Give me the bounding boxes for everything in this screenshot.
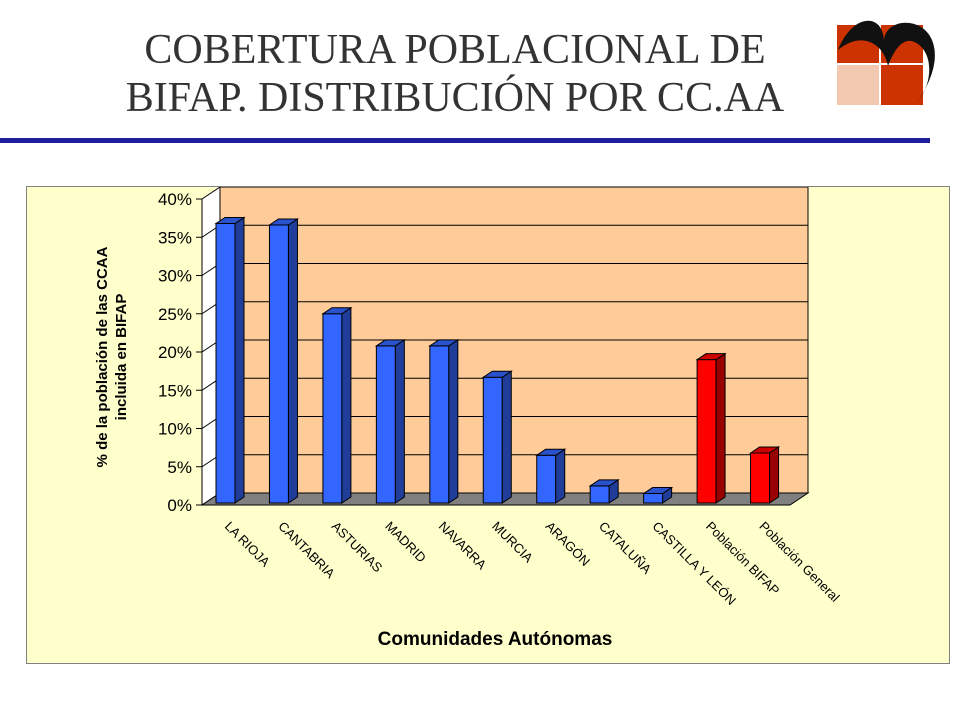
y-tick-label: 10% [158, 420, 192, 439]
x-tick-label: MURCIA [489, 519, 536, 566]
y-axis-label-line-1: % de la población de las CCAA [94, 246, 111, 467]
bar-side [501, 370, 512, 504]
bar [322, 313, 343, 504]
x-tick-label: MADRID [382, 519, 429, 566]
bar [696, 359, 717, 504]
bar-side [394, 338, 405, 504]
slide-title-line-1: COBERTURA POBLACIONAL DE [144, 27, 766, 73]
bar-side [715, 352, 726, 504]
bar-side [287, 218, 298, 504]
y-tick-label: 0% [167, 496, 192, 515]
y-tick-label: 30% [158, 267, 192, 286]
y-tick-label: 5% [167, 458, 192, 477]
bar [375, 345, 396, 504]
bar-top [374, 339, 407, 347]
bar-top [214, 216, 246, 224]
x-tick-label: ASTURIAS [329, 519, 386, 576]
bifap-logo-icon [835, 20, 935, 107]
bar-top [428, 339, 460, 347]
y-tick-label: 40% [158, 190, 192, 209]
bar-top [267, 218, 300, 226]
bar [482, 376, 503, 504]
bar [268, 224, 289, 504]
x-tick-label: CATALUÑA [596, 519, 655, 578]
bar-top [748, 446, 781, 454]
title-underline [0, 138, 930, 143]
chart-layer: 0%5%10%15%20%25%30%35%40%LA RIOJA CANTABR… [158, 187, 843, 608]
bar [643, 493, 664, 504]
bar-side [341, 306, 352, 504]
bar-side [769, 446, 780, 504]
slide-title-line-2: BIFAP. DISTRIBUCIÓN POR CC.AA [125, 75, 785, 121]
bar-side [555, 448, 566, 504]
bar [536, 454, 557, 504]
bar-top [535, 448, 567, 456]
bar-top [321, 307, 353, 315]
x-tick-label: NAVARRA [436, 519, 490, 573]
bar-side [448, 338, 459, 504]
x-tick-label: LA RIOJA [222, 519, 273, 570]
y-tick-label: 20% [158, 343, 192, 362]
bar [589, 485, 610, 504]
bar-chart: 0%5%10%15%20%25%30%35%40%LA RIOJA CANTABR… [94, 187, 843, 650]
bar-top [588, 479, 620, 487]
slide-title: COBERTURA POBLACIONAL DE BIFAP. DISTRIBU… [60, 26, 850, 122]
bar-top [641, 487, 674, 495]
bar [429, 345, 450, 504]
y-axis-label-line-2: incluida en BIFAP [113, 294, 130, 421]
y-tick-label: 35% [158, 228, 192, 247]
y-tick-label: 15% [158, 381, 192, 400]
chart-frame: 0% 5% 10% 15% 20% 25% 30% 35% 40% LA RIOJA CANTABR… [26, 186, 950, 664]
bar-top [695, 353, 727, 361]
y-tick-label: 25% [158, 305, 192, 324]
bar [750, 452, 771, 504]
bar-side [234, 216, 245, 504]
bar-top [481, 370, 513, 378]
x-tick-label: ARAGÓN [543, 519, 593, 569]
bar [215, 222, 236, 504]
x-axis-label: Comunidades Autónomas [378, 629, 613, 650]
